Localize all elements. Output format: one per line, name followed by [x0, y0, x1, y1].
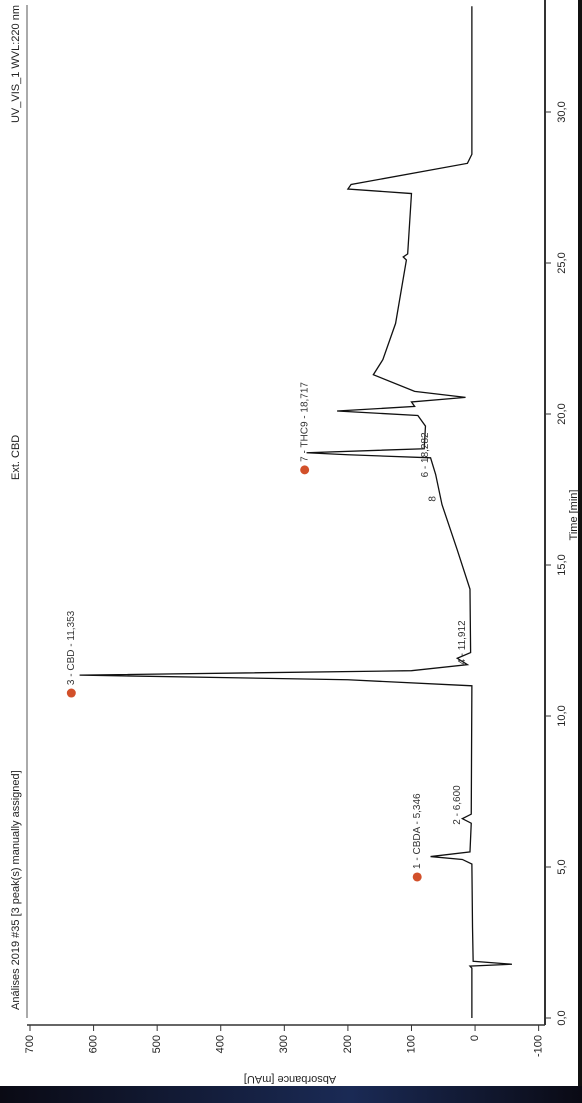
y-tick-label: 0: [469, 1035, 481, 1041]
peak-label: 7 - THC9 - 18,717: [299, 382, 310, 462]
peak-marker: [66, 688, 76, 698]
peak-label: 3 - CBD - 11,353: [66, 610, 77, 685]
x-tick-label: 30,0: [556, 101, 568, 122]
peak-marker: [412, 872, 422, 882]
x-tick-label: 20,0: [556, 403, 568, 424]
rotated-chart: Análises 2019 #35 [3 peak(s) manually as…: [10, 0, 580, 1085]
y-tick-label: 400: [215, 1035, 227, 1053]
peak-label: 2 - 6,600: [452, 785, 463, 825]
chart-subtitle: Ext. CBD: [10, 435, 22, 480]
screen-edge: [578, 0, 582, 1103]
y-tick-label: 100: [405, 1035, 417, 1053]
taskbar: [0, 1086, 582, 1103]
x-axis-label: Time [min]: [568, 490, 580, 541]
chromatogram-trace: [79, 6, 512, 1018]
x-tick-label: 25,0: [556, 252, 568, 273]
peak-label: 4 - 11,912: [457, 620, 468, 665]
y-tick-label: -100: [533, 1035, 545, 1057]
x-tick-label: 15,0: [556, 554, 568, 575]
y-tick-label: 500: [151, 1035, 163, 1053]
y-tick-label: 600: [87, 1035, 99, 1053]
channel-label: UV_VIS_1 WVL:220 nm: [10, 5, 22, 123]
y-tick-label: 300: [278, 1035, 290, 1053]
chart-title: Análises 2019 #35 [3 peak(s) manually as…: [10, 770, 22, 1010]
y-axis-label: Absorbance [mAU]: [244, 1073, 336, 1085]
peak-label: 6 - 18,282: [420, 432, 431, 477]
x-tick-label: 5,0: [556, 859, 568, 874]
y-tick-label: 700: [24, 1035, 36, 1053]
peak-marker: [300, 465, 310, 475]
y-tick-label: 200: [342, 1035, 354, 1053]
x-tick-label: 10,0: [556, 705, 568, 726]
peak-label: 1 - CBDA - 5,346: [412, 793, 423, 869]
peak-label: 8: [428, 496, 439, 502]
x-tick-label: 0,0: [556, 1010, 568, 1025]
